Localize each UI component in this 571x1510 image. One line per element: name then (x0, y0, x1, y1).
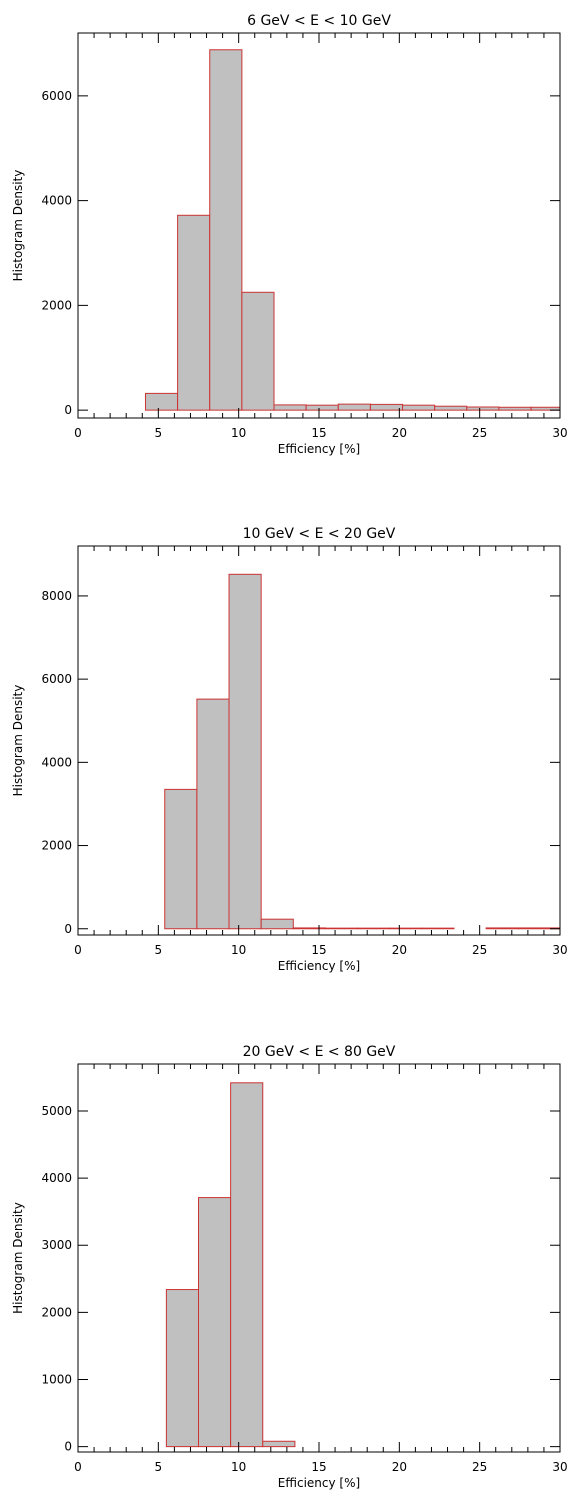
histogram-bar (196, 698, 230, 930)
histogram-bar (324, 927, 359, 930)
y-tick-label: 6000 (41, 672, 72, 686)
chart-title: 20 GeV < E < 80 GeV (243, 1044, 396, 1060)
chart-title: 6 GeV < E < 10 GeV (247, 13, 391, 29)
histogram-bar (198, 1197, 232, 1448)
x-tick-label: 15 (311, 943, 326, 957)
x-axis-label: Efficiency [%] (278, 1476, 360, 1490)
y-tick-label: 0 (64, 403, 72, 417)
y-tick-label: 4000 (41, 1171, 72, 1185)
histogram-bar (337, 403, 371, 411)
y-tick-label: 4000 (41, 755, 72, 769)
histogram-bar (273, 404, 307, 411)
y-axis-label: Histogram Density (11, 685, 25, 797)
histogram-bar (177, 214, 211, 411)
histogram-bar (228, 573, 262, 930)
histogram-bar (260, 918, 294, 930)
plot-frame (77, 1063, 561, 1453)
histogram-panel-3: 0 5 10 15 20 25 30 0 1000 2000 3000 4000 5000 20 GeV … (11, 1044, 568, 1490)
histogram-bar (241, 291, 275, 411)
y-tick-label: 4000 (41, 194, 72, 208)
histogram-bar (144, 392, 179, 411)
histogram-bar (389, 927, 423, 930)
y-tick-label: 3000 (41, 1238, 72, 1252)
histogram-bar (230, 1082, 264, 1448)
x-tick-label: 5 (155, 1460, 163, 1474)
histogram-bar (485, 927, 519, 930)
y-tick-label: 0 (64, 922, 72, 936)
x-tick-label: 30 (552, 426, 567, 440)
x-tick-label: 30 (552, 1460, 567, 1474)
plot-frame (77, 32, 561, 419)
x-tick-label: 0 (74, 1460, 82, 1474)
histogram-bar (165, 1289, 200, 1448)
y-tick-label: 2000 (41, 839, 72, 853)
histogram-panel-1: 0 5 10 15 20 25 30 0 2000 4000 6000 6 GeV < E < 10 … (11, 13, 568, 456)
x-tick-label: 0 (74, 426, 82, 440)
x-tick-label: 25 (472, 1460, 487, 1474)
histogram-bar (292, 927, 326, 930)
x-tick-label: 20 (392, 1460, 407, 1474)
y-axis-label: Histogram Density (11, 1202, 25, 1314)
x-tick-label: 10 (231, 1460, 246, 1474)
y-tick-label: 1000 (41, 1373, 72, 1387)
x-tick-label: 0 (74, 943, 82, 957)
y-tick-label: 2000 (41, 1305, 72, 1319)
y-tick-label: 6000 (41, 89, 72, 103)
x-tick-label: 10 (231, 426, 246, 440)
x-tick-label: 30 (552, 943, 567, 957)
x-tick-label: 20 (392, 426, 407, 440)
y-axis-label: Histogram Density (11, 170, 25, 282)
histogram-bar (262, 1440, 296, 1448)
histogram-panel-2: 0 5 10 15 20 25 30 0 2000 4000 6000 8000 10 GeV < E … (11, 526, 568, 973)
x-tick-label: 20 (392, 943, 407, 957)
chart-title: 10 GeV < E < 20 GeV (243, 526, 396, 542)
x-tick-label: 25 (472, 943, 487, 957)
histogram-bar (305, 404, 339, 411)
x-tick-label: 10 (231, 943, 246, 957)
histogram-bar (369, 403, 404, 411)
x-tick-label: 5 (155, 943, 163, 957)
x-tick-label: 5 (155, 426, 163, 440)
y-tick-label: 8000 (41, 589, 72, 603)
histogram-bar (357, 927, 391, 930)
histogram-bar (209, 49, 243, 411)
histogram-bar (421, 927, 455, 930)
histogram-bar (466, 406, 500, 411)
histogram-bar (498, 406, 532, 411)
y-tick-label: 5000 (41, 1104, 72, 1118)
histogram-bar (434, 405, 468, 411)
histogram-bar (164, 788, 198, 930)
x-axis-label: Efficiency [%] (278, 959, 360, 973)
x-axis-label: Efficiency [%] (278, 442, 360, 456)
x-tick-label: 25 (472, 426, 487, 440)
y-tick-label: 0 (64, 1440, 72, 1454)
histogram-bar (402, 404, 436, 411)
x-tick-label: 15 (311, 1460, 326, 1474)
x-tick-label: 15 (311, 426, 326, 440)
plot-frame (77, 545, 561, 936)
y-tick-label: 2000 (41, 298, 72, 312)
